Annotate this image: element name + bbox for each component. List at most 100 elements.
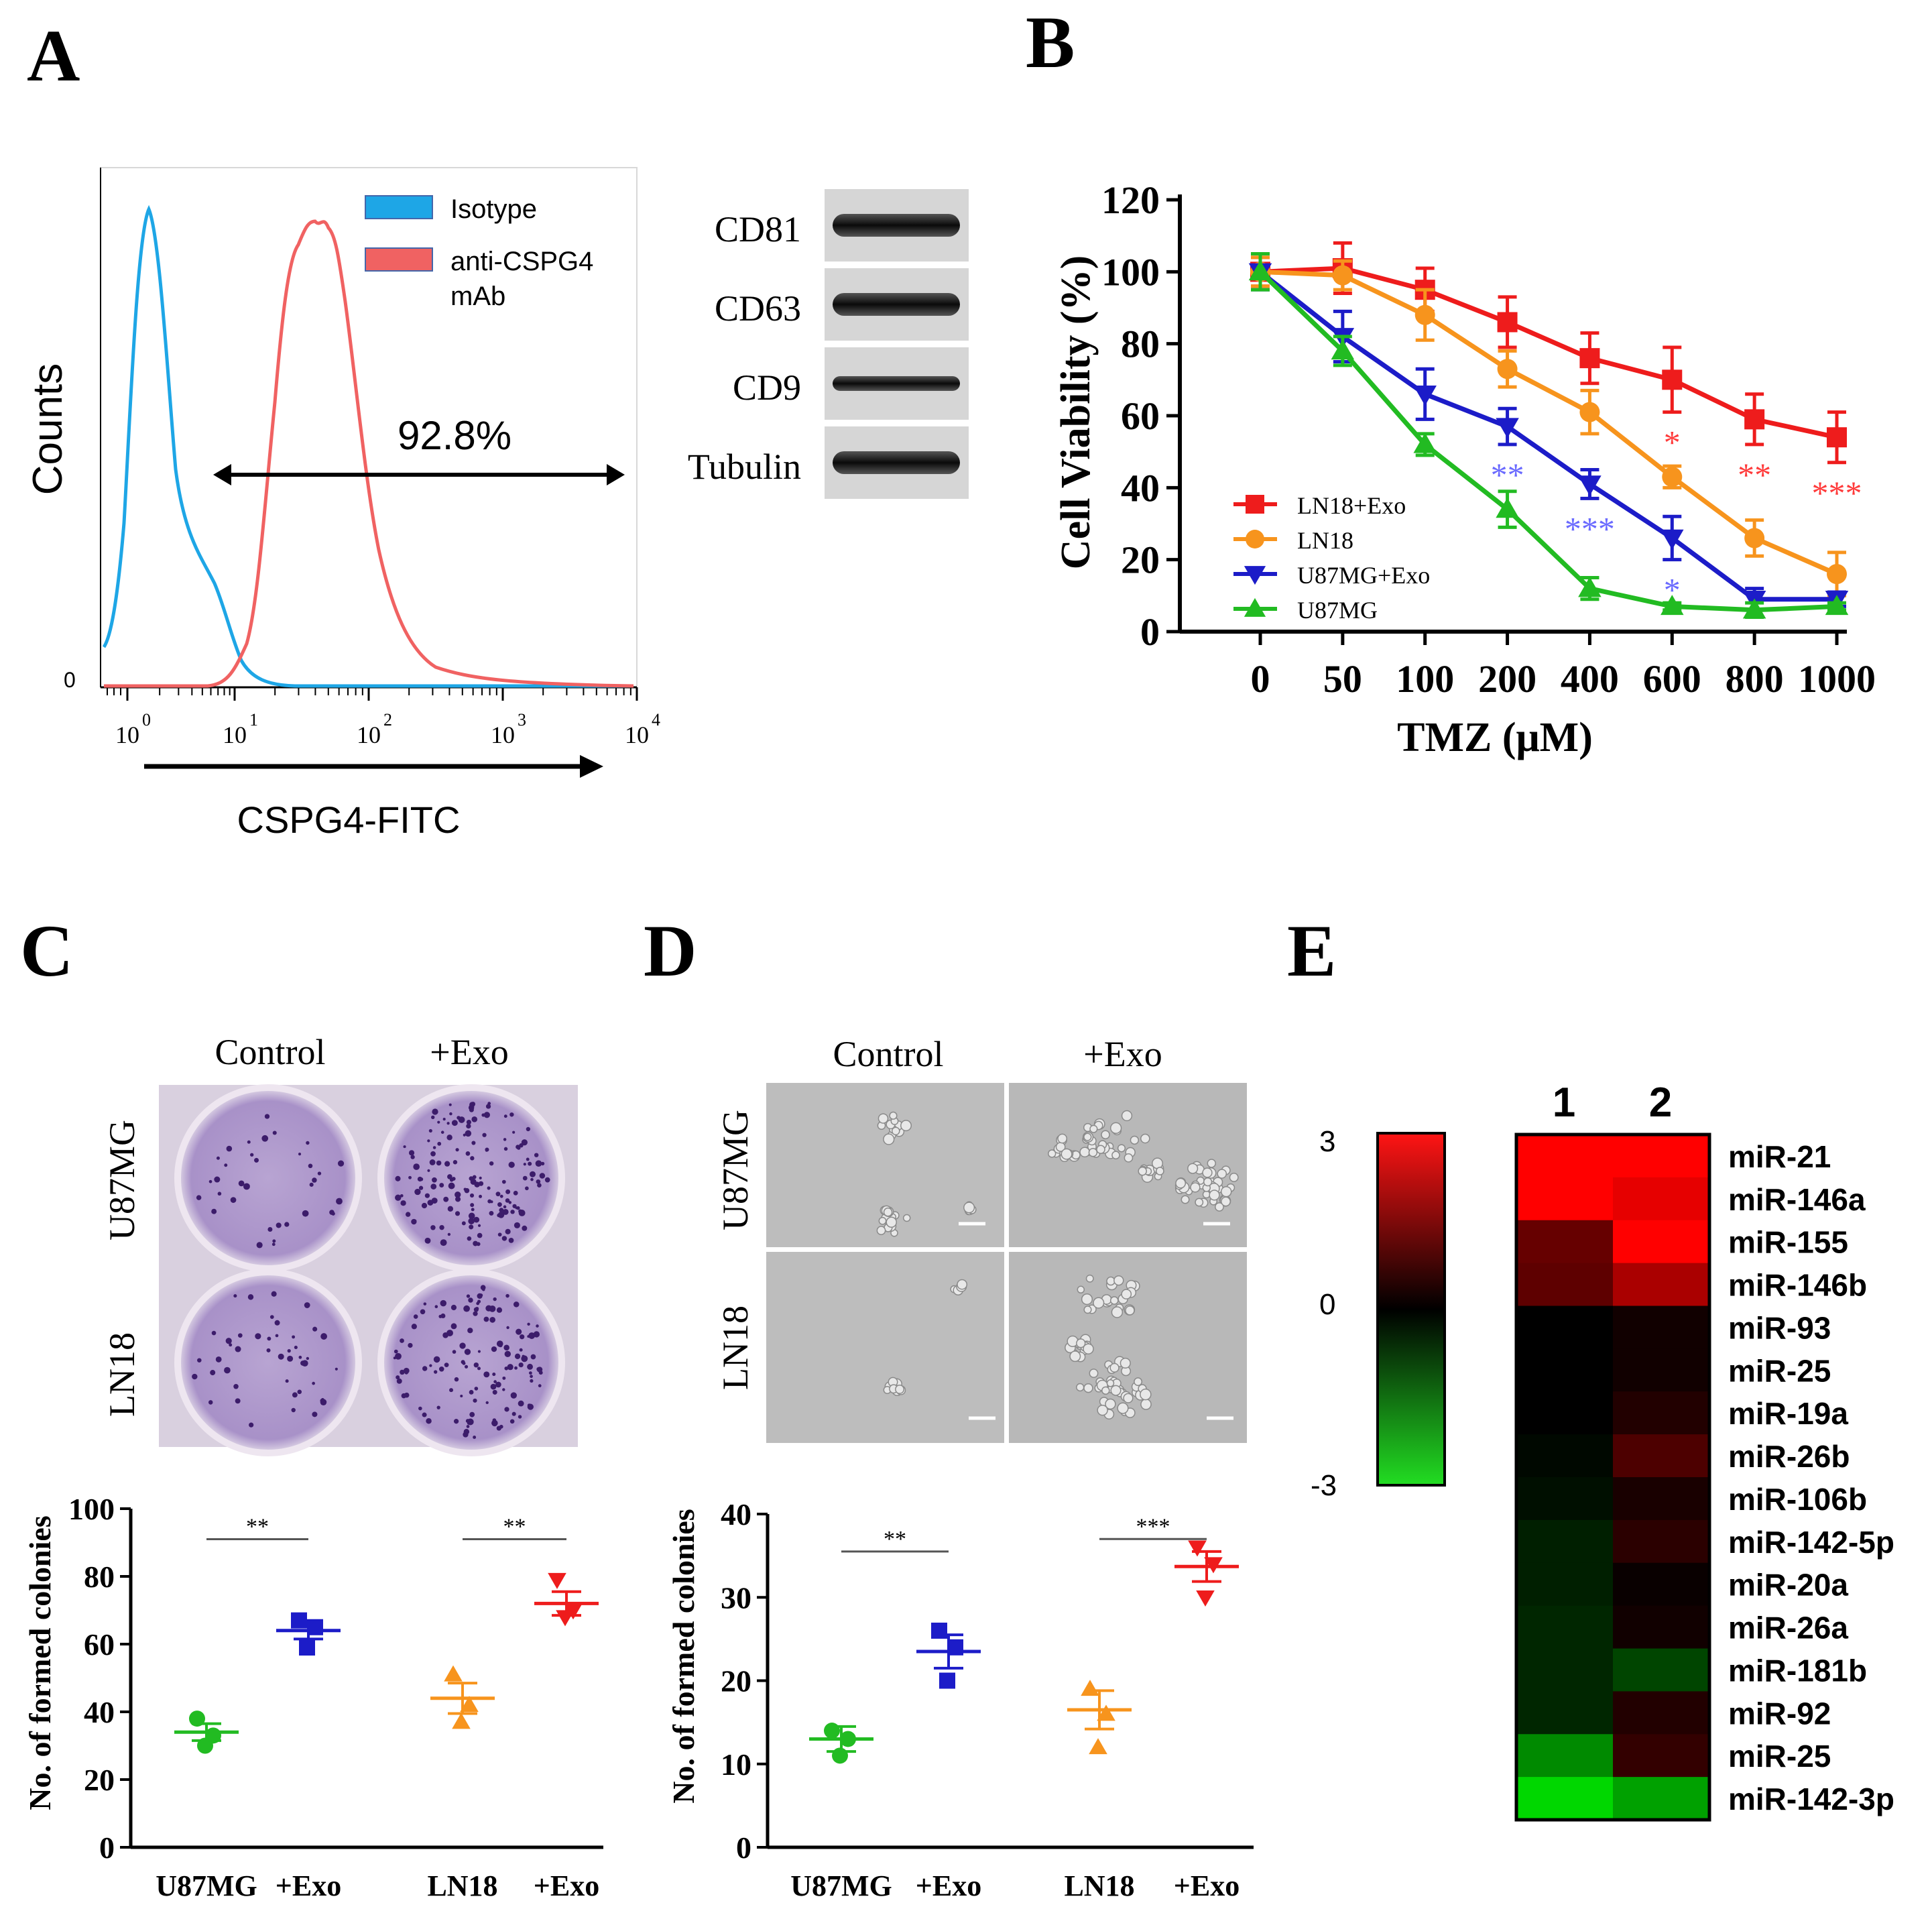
- colony-dot: [411, 1324, 417, 1330]
- scatter-point: [939, 1672, 955, 1689]
- heatmap-cell: [1516, 1648, 1614, 1692]
- scatter-point: [931, 1622, 947, 1639]
- colony-dot: [462, 1361, 466, 1365]
- colony-dot: [450, 1178, 453, 1182]
- colony-dot: [530, 1375, 533, 1379]
- micro-ln18-control: [766, 1252, 1004, 1443]
- b-data-point: [1742, 598, 1766, 619]
- colony-dot: [451, 1120, 458, 1126]
- heatmap-frame: [1514, 1133, 1711, 1822]
- scatter-point: [444, 1665, 463, 1682]
- b-data-point: [1497, 359, 1518, 380]
- b-y-tick-label: 40: [1121, 466, 1160, 510]
- colony-dot: [448, 1103, 452, 1106]
- scatter-point: [1081, 1680, 1099, 1696]
- colony-dot: [211, 1330, 217, 1336]
- blot-label: Tubulin: [688, 447, 801, 487]
- colony-dot: [233, 1294, 237, 1298]
- cell: [1134, 1377, 1143, 1387]
- img-row-u87mg: U87MG: [715, 1110, 756, 1230]
- colony-dot: [460, 1394, 463, 1398]
- colony-dot: [292, 1335, 296, 1339]
- b-data-point: [1827, 427, 1847, 448]
- cell: [1109, 1296, 1119, 1305]
- b-significance-label: ***: [1812, 474, 1862, 512]
- heatmap-row-label: miR-93: [1728, 1310, 1831, 1345]
- colony-dot: [197, 1358, 202, 1363]
- colony-dot: [528, 1371, 532, 1375]
- colony-dot: [518, 1210, 526, 1216]
- colony-dot: [440, 1131, 444, 1134]
- colony-dot: [517, 1146, 521, 1150]
- cell: [1089, 1369, 1099, 1379]
- heatmap-cell: [1613, 1691, 1710, 1735]
- colony-dot: [493, 1380, 497, 1383]
- heatmap-cell: [1516, 1391, 1614, 1435]
- colony-dot: [396, 1375, 400, 1380]
- colony-dot: [306, 1141, 310, 1145]
- colony-dot: [309, 1182, 314, 1187]
- scatter-x-tick-label: +Exo: [916, 1869, 981, 1902]
- heatmap-row-label: miR-26b: [1728, 1439, 1850, 1474]
- heatmap-cell: [1516, 1691, 1614, 1735]
- colony-dot: [513, 1301, 520, 1308]
- colony-dot: [469, 1389, 474, 1395]
- flow-plot-frame: [100, 167, 638, 688]
- colony-dot: [437, 1141, 442, 1146]
- cell: [957, 1279, 968, 1290]
- cell: [1152, 1157, 1164, 1169]
- colony-dot: [474, 1387, 479, 1391]
- heatmap-row-label: miR-19a: [1728, 1396, 1848, 1431]
- well-ln18-control: [174, 1269, 362, 1456]
- colony-dot: [482, 1133, 487, 1137]
- cell: [1203, 1177, 1213, 1187]
- b-significance-label: *: [1664, 424, 1681, 461]
- blot-label: CD81: [715, 209, 801, 249]
- heatmap-cell: [1516, 1519, 1614, 1564]
- colony-dot: [410, 1155, 415, 1159]
- cell: [1106, 1379, 1115, 1387]
- well-ln18-exo: [377, 1269, 565, 1456]
- colony-dot: [400, 1200, 406, 1206]
- colony-dot: [518, 1415, 522, 1419]
- colony-dot: [432, 1146, 436, 1149]
- colony-dot: [510, 1210, 515, 1214]
- colony-dot: [335, 1367, 338, 1371]
- colony-dot: [492, 1389, 497, 1395]
- colony-dot: [267, 1226, 273, 1232]
- colony-dot: [469, 1193, 475, 1198]
- colony-dot: [292, 1392, 298, 1398]
- isotype-histogram-curve: [102, 205, 633, 688]
- cell: [883, 1133, 895, 1145]
- b-data-point: [1413, 432, 1437, 453]
- colony-dot: [492, 1372, 496, 1377]
- colony-dot: [487, 1186, 491, 1190]
- colony-dot: [530, 1177, 534, 1181]
- scatter-point: [189, 1711, 205, 1727]
- colony-dot: [440, 1313, 446, 1319]
- heatmap-cell: [1516, 1562, 1614, 1607]
- b-data-point: [1332, 265, 1353, 286]
- colony-dot: [287, 1348, 291, 1353]
- colony-dot: [269, 1315, 274, 1320]
- colony-dot: [466, 1294, 471, 1298]
- colony-dot: [304, 1302, 310, 1308]
- cell: [1101, 1130, 1110, 1140]
- colony-dot: [496, 1426, 501, 1431]
- scatter-x-tick-label: U87MG: [156, 1869, 257, 1902]
- colony-dot: [216, 1156, 220, 1160]
- colony-dot: [475, 1218, 479, 1222]
- colony-dot: [403, 1367, 410, 1374]
- heatmap-cell: [1516, 1263, 1614, 1306]
- colony-dot: [472, 1175, 477, 1179]
- colony-dot: [527, 1363, 533, 1370]
- b-x-tick-label: 1000: [1798, 657, 1876, 701]
- colony-dot: [439, 1183, 444, 1188]
- colony-dot: [473, 1436, 477, 1439]
- colony-dot: [284, 1222, 290, 1227]
- b-data-point: [1662, 369, 1683, 390]
- scatter-point: [307, 1619, 323, 1635]
- flow-x-label: CSPG4-FITC: [237, 799, 461, 841]
- heatmap-row-label: miR-142-5p: [1728, 1525, 1894, 1560]
- colony-dot: [440, 1299, 447, 1307]
